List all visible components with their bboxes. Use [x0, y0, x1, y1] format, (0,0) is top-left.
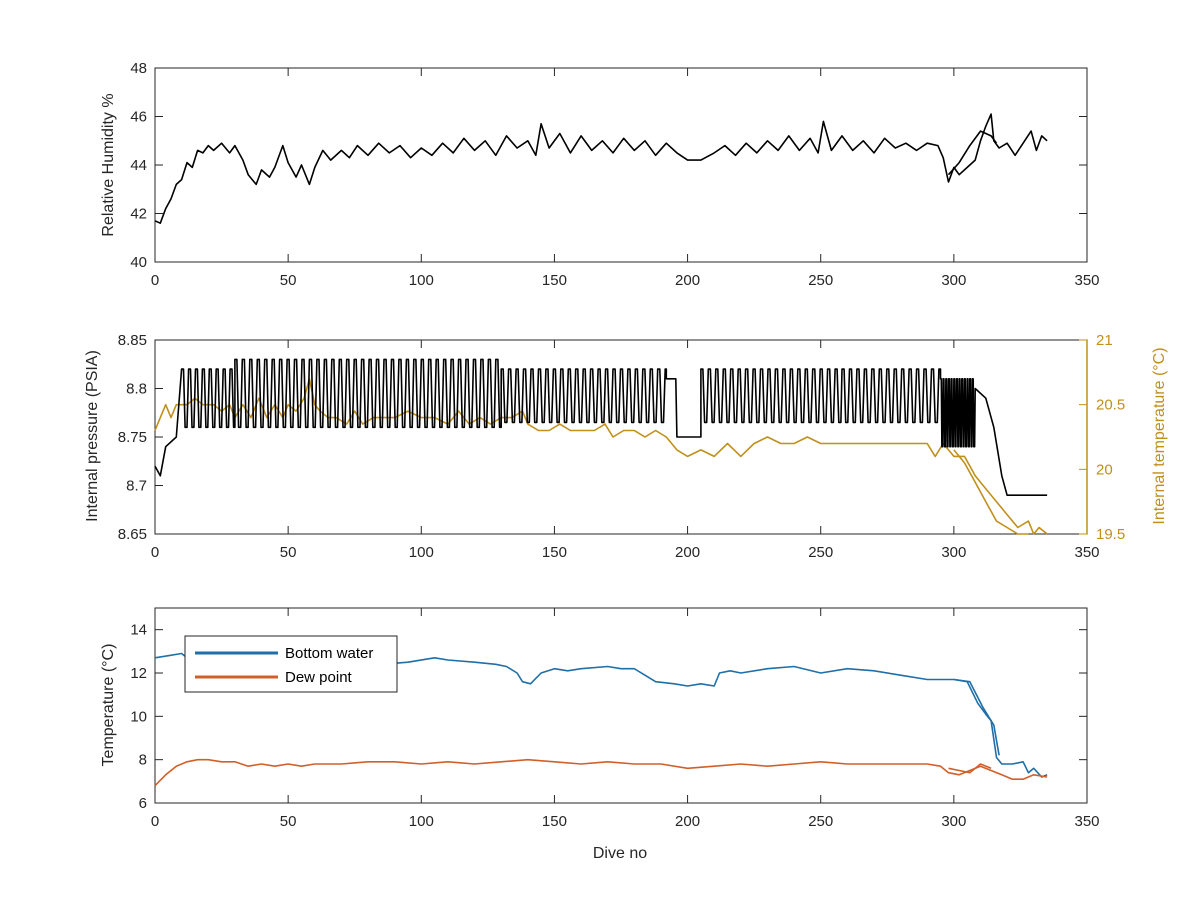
internal-temperature-y-tick-label: 21 — [1096, 332, 1113, 349]
pressure-y-tick-label: 8.8 — [126, 381, 147, 398]
temperature-x-tick-label: 200 — [675, 813, 700, 830]
temperature-y-tick-label: 14 — [130, 622, 147, 639]
legend-label-bottom-water: Bottom water — [285, 645, 373, 662]
humidity-y-axis-label: Relative Humidity % — [100, 93, 117, 236]
humidity-x-tick-label: 350 — [1074, 272, 1099, 289]
humidity-branch-0-line — [154, 113, 1048, 224]
internal-temperature-branch-line — [953, 449, 1029, 535]
temperature-y-tick-label: 8 — [139, 752, 147, 769]
legend: Bottom water Dew point — [184, 635, 398, 693]
relative-humidity-chart: Relative Humidity % 0 50 100 150 200 250 300 35… — [100, 60, 1100, 289]
temperature-y-tick-label: 12 — [130, 665, 147, 682]
internal-pressure-line — [154, 358, 1048, 496]
temperature-plot-frame — [154, 607, 1088, 804]
dew-point-line — [154, 758, 1048, 787]
temperature-x-tick-label: 150 — [542, 813, 567, 830]
internal-temperature-y-axis-label: Internal temperature (°C) — [1151, 347, 1168, 524]
temperature-y-axis-label: Temperature (°C) — [100, 644, 117, 767]
internal-temperature-y-tick-label: 20.5 — [1096, 397, 1125, 414]
internal-temperature-line — [154, 378, 1048, 535]
legend-label-dew-point: Dew point — [285, 669, 353, 686]
temperature-branch-2-line — [953, 678, 1000, 756]
x-axis-label: Dive no — [593, 845, 647, 862]
pressure-y-tick-label: 8.75 — [118, 429, 147, 446]
internal-temperature-y-tick-label: 20 — [1096, 461, 1113, 478]
internal-pressure-temperature-chart: Internal pressure (PSIA) Internal temper… — [84, 332, 1168, 561]
humidity-y-tick-label: 48 — [130, 60, 147, 77]
pressure-x-tick-label: 350 — [1074, 544, 1099, 561]
pressure-x-tick-label: 100 — [409, 544, 434, 561]
temperature-x-tick-label: 250 — [808, 813, 833, 830]
pressure-y-tick-label: 8.85 — [118, 332, 147, 349]
pressure-x-tick-label: 200 — [675, 544, 700, 561]
humidity-x-tick-label: 300 — [941, 272, 966, 289]
humidity-x-tick-label: 250 — [808, 272, 833, 289]
pressure-x-tick-label: 0 — [151, 544, 159, 561]
legend-box — [184, 635, 398, 693]
temperature-y-tick-label: 10 — [130, 708, 147, 725]
humidity-x-tick-label: 50 — [280, 272, 297, 289]
temperature-x-tick-label: 0 — [151, 813, 159, 830]
pressure-x-tick-label: 50 — [280, 544, 297, 561]
humidity-x-tick-label: 100 — [409, 272, 434, 289]
temperature-branch-3-line — [948, 763, 992, 774]
pressure-y-tick-label: 8.7 — [126, 478, 147, 495]
humidity-branch-1-line — [947, 130, 998, 176]
pressure-y-axis-label: Internal pressure (PSIA) — [84, 350, 101, 522]
pressure-x-tick-label: 250 — [808, 544, 833, 561]
humidity-y-tick-label: 40 — [130, 254, 147, 271]
humidity-x-tick-label: 150 — [542, 272, 567, 289]
temperature-chart: Temperature (°C) Dive no 0 50 100 150 200 250… — [100, 607, 1100, 862]
humidity-y-tick-label: 46 — [130, 109, 147, 126]
humidity-y-tick-label: 44 — [130, 157, 147, 174]
temperature-x-tick-label: 50 — [280, 813, 297, 830]
temperature-y-tick-label: 6 — [139, 795, 147, 812]
pressure-y-tick-label: 8.65 — [118, 526, 147, 543]
humidity-x-tick-label: 0 — [151, 272, 159, 289]
humidity-x-tick-label: 200 — [675, 272, 700, 289]
pressure-x-tick-label: 150 — [542, 544, 567, 561]
humidity-y-tick-label: 42 — [130, 206, 147, 223]
internal-temperature-y-tick-label: 19.5 — [1096, 526, 1125, 543]
temperature-x-tick-label: 350 — [1074, 813, 1099, 830]
temperature-x-tick-label: 100 — [409, 813, 434, 830]
pressure-x-tick-label: 300 — [941, 544, 966, 561]
temperature-x-tick-label: 300 — [941, 813, 966, 830]
